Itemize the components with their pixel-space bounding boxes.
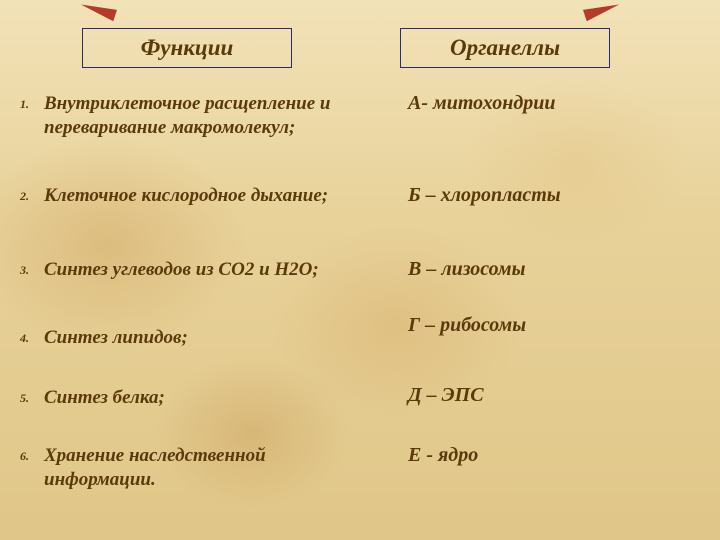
- function-text: Синтез углеводов из СО2 и Н2О;: [44, 258, 370, 282]
- function-number: 2.: [20, 184, 44, 204]
- organelle-row: Б – хлоропласты: [408, 184, 720, 258]
- function-row: 3. Синтез углеводов из СО2 и Н2О;: [20, 258, 370, 326]
- organelle-row: В – лизосомы: [408, 258, 720, 314]
- function-row: 1. Внутриклеточное расщепление и перевар…: [20, 92, 370, 184]
- arrow-left-icon: [79, 0, 117, 21]
- organelle-text: Б – хлоропласты: [408, 184, 561, 207]
- function-number: 6.: [20, 444, 44, 464]
- arrow-decoration: [0, 4, 720, 16]
- function-text: Синтез липидов;: [44, 326, 370, 350]
- functions-column: 1. Внутриклеточное расщепление и перевар…: [0, 92, 370, 522]
- organelle-row: Д – ЭПС: [408, 384, 720, 444]
- arrow-right-icon: [583, 0, 621, 21]
- header-organelles-box: Органеллы: [400, 28, 610, 68]
- function-number: 5.: [20, 386, 44, 406]
- function-row: 2. Клеточное кислородное дыхание;: [20, 184, 370, 258]
- organelle-row: Г – рибосомы: [408, 314, 720, 384]
- organelle-text: Д – ЭПС: [408, 384, 484, 407]
- function-text: Клеточное кислородное дыхание;: [44, 184, 370, 208]
- header-functions-box: Функции: [82, 28, 292, 68]
- function-text: Синтез белка;: [44, 386, 370, 410]
- organelle-row: Е - ядро: [408, 444, 720, 504]
- function-text: Внутриклеточное расщепление и переварива…: [44, 92, 370, 140]
- organelle-row: А- митохондрии: [408, 92, 720, 184]
- header-row: Функции Органеллы: [0, 28, 720, 68]
- header-organelles: Органеллы: [450, 35, 560, 60]
- function-row: 5. Синтез белка;: [20, 386, 370, 444]
- function-text: Хранение наследственной информации.: [44, 444, 370, 492]
- function-number: 4.: [20, 326, 44, 346]
- organelles-column: А- митохондрии Б – хлоропласты В – лизос…: [370, 92, 720, 522]
- function-row: 6. Хранение наследственной информации.: [20, 444, 370, 504]
- organelle-text: В – лизосомы: [408, 258, 525, 281]
- function-row: 4. Синтез липидов;: [20, 326, 370, 386]
- function-number: 1.: [20, 92, 44, 112]
- header-functions: Функции: [141, 35, 234, 60]
- organelle-text: Г – рибосомы: [408, 314, 526, 337]
- content-area: 1. Внутриклеточное расщепление и перевар…: [0, 92, 720, 522]
- organelle-text: Е - ядро: [408, 444, 478, 467]
- function-number: 3.: [20, 258, 44, 278]
- organelle-text: А- митохондрии: [408, 92, 556, 115]
